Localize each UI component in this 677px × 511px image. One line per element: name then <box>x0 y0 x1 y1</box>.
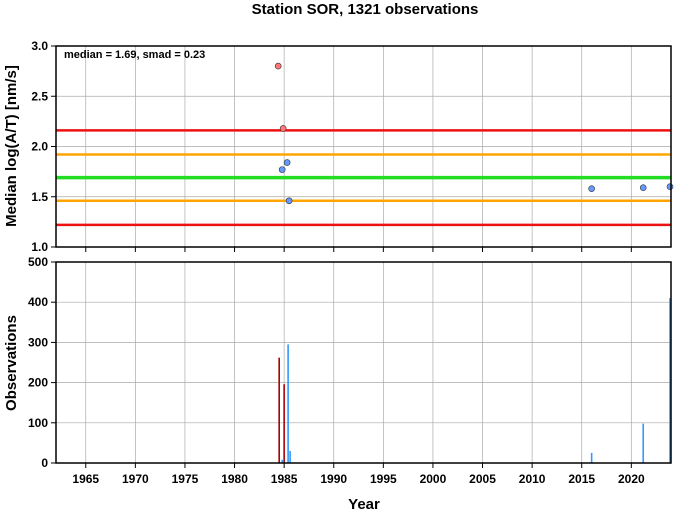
reference-lines <box>56 129 671 227</box>
x-tick-label: 1970 <box>122 472 149 486</box>
x-tick-label: 1985 <box>271 472 298 486</box>
observation-bar <box>642 423 645 463</box>
median-y-tick-label: 3.0 <box>31 39 48 53</box>
observation-bar <box>281 459 283 463</box>
median-y-tick-label: 2.5 <box>31 89 48 103</box>
observation-bar <box>289 450 291 463</box>
median-points <box>274 62 674 205</box>
x-tick-label: 1975 <box>172 472 199 486</box>
median-grid <box>56 45 671 248</box>
observations-grid <box>56 261 671 464</box>
median-y-tick-label: 1.0 <box>31 240 48 254</box>
observation-bar <box>287 344 289 463</box>
observations-panel-frame <box>55 261 672 464</box>
observation-bars <box>278 298 671 463</box>
x-tick-label: 2010 <box>519 472 546 486</box>
median-point <box>285 197 293 205</box>
x-tick-labels: 1965 1970 1975 1980 1985 1990 1995 2000 2005 2010… <box>72 472 645 486</box>
x-tick-label: 2020 <box>618 472 645 486</box>
median-x-ticks <box>85 247 632 252</box>
observations-panel: 1965 1970 1975 1980 1985 1990 1995 2000 2005 2010… <box>3 255 672 511</box>
x-tick-label: 2000 <box>420 472 447 486</box>
median-point <box>639 184 647 192</box>
x-tick-label: 1995 <box>370 472 397 486</box>
observations-y-tick-label: 300 <box>28 335 48 349</box>
x-tick-label: 1980 <box>221 472 248 486</box>
observation-bar <box>283 384 285 463</box>
x-tick-label: 1965 <box>72 472 99 486</box>
x-axis-label: Year <box>348 496 380 511</box>
x-tick-label: 1990 <box>320 472 347 486</box>
observations-y-tick-label: 0 <box>41 456 48 470</box>
observations-y-axis-label: Observations <box>3 315 20 411</box>
median-y-tick-label: 2.0 <box>31 140 48 154</box>
x-tick-label: 2005 <box>469 472 496 486</box>
median-y-tick-labels: 1.0 1.5 2.0 2.5 3.0 <box>31 39 56 254</box>
median-point <box>666 183 674 190</box>
observation-bar <box>278 357 280 463</box>
x-tick-label: 2015 <box>568 472 595 486</box>
median-point <box>278 166 286 173</box>
observations-y-tick-label: 500 <box>28 255 48 269</box>
observations-y-tick-label: 100 <box>28 416 48 430</box>
observation-bar <box>590 452 593 463</box>
median-y-tick-label: 1.5 <box>31 190 48 204</box>
observation-bar <box>669 298 671 463</box>
observations-x-ticks <box>85 463 632 468</box>
median-point <box>274 62 282 70</box>
observations-y-tick-labels: 0 100 200 300 400 500 <box>28 255 56 470</box>
observations-y-tick-label: 400 <box>28 295 48 309</box>
median-y-axis-label: Median log(A/T) [nm/s] <box>3 65 20 227</box>
observations-y-tick-label: 200 <box>28 376 48 390</box>
stats-annotation: median = 1.69, smad = 0.23 <box>64 49 205 61</box>
median-point <box>588 185 595 193</box>
median-point <box>279 125 287 132</box>
median-panel: 1.0 1.5 2.0 2.5 3.0 median = 1.69, smad = 0.… <box>3 39 674 254</box>
median-point <box>283 159 291 166</box>
chart-title: Station SOR, 1321 observations <box>252 1 479 18</box>
